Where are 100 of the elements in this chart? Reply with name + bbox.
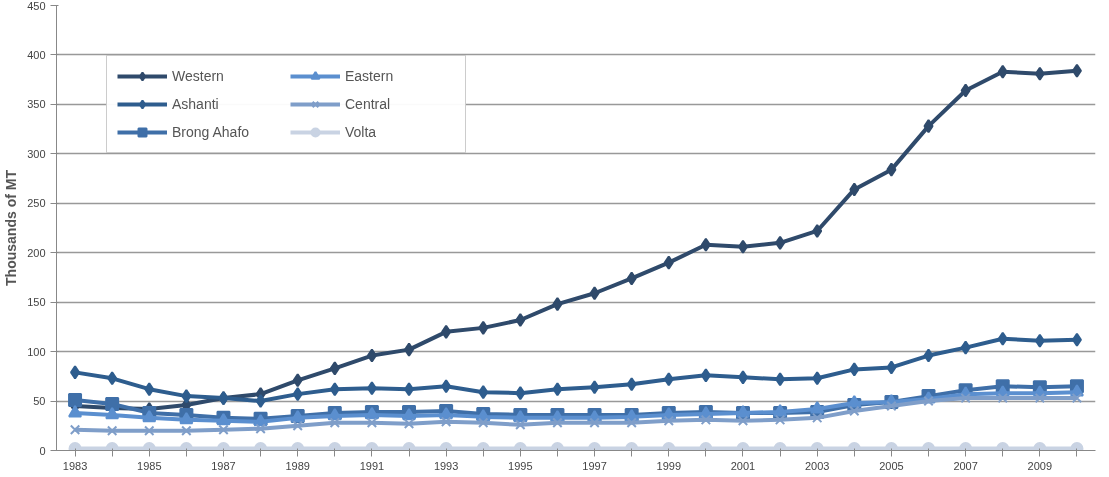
point xyxy=(329,361,340,376)
point xyxy=(886,360,897,375)
point xyxy=(329,417,341,429)
point xyxy=(1034,333,1045,348)
point xyxy=(329,382,340,397)
point xyxy=(181,425,192,436)
point xyxy=(255,394,266,409)
point xyxy=(812,223,823,238)
point xyxy=(404,382,415,397)
point xyxy=(589,286,600,301)
y-tick-label: 450 xyxy=(27,0,46,12)
point xyxy=(737,415,749,427)
y-tick-label: 300 xyxy=(27,147,46,160)
point xyxy=(997,392,1008,404)
point xyxy=(515,386,526,401)
point xyxy=(515,312,526,327)
point xyxy=(847,395,862,408)
point xyxy=(1071,332,1082,347)
x-tick-label: 2003 xyxy=(804,459,830,472)
point xyxy=(775,372,786,387)
point xyxy=(478,385,489,400)
point xyxy=(179,411,194,425)
x-tick-label: 2001 xyxy=(730,459,756,472)
y-axis-title: Thousands of MT xyxy=(3,169,20,286)
y-tick-label: 0 xyxy=(39,444,46,457)
y-tick-label: 400 xyxy=(27,48,46,61)
x-tick-label: 1993 xyxy=(433,459,459,472)
point xyxy=(69,424,81,435)
point xyxy=(68,404,83,418)
point xyxy=(404,342,415,357)
point xyxy=(478,320,489,335)
point xyxy=(960,340,971,355)
point xyxy=(923,348,934,363)
point xyxy=(441,324,452,339)
point xyxy=(886,162,897,177)
y-tick-label: 250 xyxy=(27,197,46,210)
point xyxy=(775,235,786,250)
point xyxy=(737,370,748,385)
point xyxy=(700,414,712,426)
point xyxy=(366,381,377,396)
y-tick-label: 200 xyxy=(27,246,46,259)
point xyxy=(1071,63,1082,78)
point xyxy=(886,400,897,412)
point xyxy=(142,409,157,423)
point xyxy=(403,418,415,430)
point xyxy=(626,417,637,429)
point xyxy=(626,271,637,286)
legend-label: Brong Ahafo xyxy=(172,124,251,140)
point xyxy=(663,415,675,427)
point xyxy=(1071,392,1083,404)
point xyxy=(552,417,563,429)
legend-label: Central xyxy=(345,96,392,112)
point xyxy=(70,365,81,380)
point xyxy=(366,348,377,363)
point xyxy=(477,417,489,429)
y-tick-label: 350 xyxy=(27,98,46,111)
point xyxy=(292,373,303,388)
point xyxy=(366,417,378,429)
point xyxy=(849,362,860,377)
point xyxy=(960,392,971,404)
y-tick-label: 150 xyxy=(27,296,46,309)
point xyxy=(515,419,526,431)
point xyxy=(774,414,786,426)
point xyxy=(552,297,563,312)
point xyxy=(700,368,711,383)
point xyxy=(997,331,1008,346)
point xyxy=(144,425,155,436)
x-tick-label: 2005 xyxy=(879,459,904,472)
point xyxy=(1034,66,1045,81)
point xyxy=(144,382,155,397)
point xyxy=(700,237,711,252)
point xyxy=(997,64,1008,79)
point xyxy=(107,371,118,386)
point xyxy=(626,377,637,392)
x-tick-label: 1991 xyxy=(359,459,385,472)
point xyxy=(106,425,118,436)
point xyxy=(663,372,674,387)
x-tick-label: 1995 xyxy=(508,459,533,472)
point xyxy=(663,255,674,270)
x-tick-label: 2009 xyxy=(1027,459,1053,472)
y-tick-label: 50 xyxy=(33,395,46,408)
point xyxy=(849,405,860,417)
legend-label: Eastern xyxy=(345,68,395,84)
point xyxy=(218,424,229,435)
legend-label: Western xyxy=(172,68,225,84)
x-tick-label: 1999 xyxy=(656,459,682,472)
x-tick-label: 2007 xyxy=(953,459,978,472)
x-tick-label: 1987 xyxy=(211,459,236,472)
x-tick-label: 1989 xyxy=(285,459,310,472)
point xyxy=(292,387,303,402)
point xyxy=(737,239,748,254)
legend-label: Ashanti xyxy=(172,96,220,112)
x-tick-label: 1997 xyxy=(582,459,607,472)
point xyxy=(960,83,971,98)
point xyxy=(810,401,825,414)
point xyxy=(923,395,934,407)
x-tick-label: 1985 xyxy=(137,459,162,472)
point xyxy=(552,382,563,397)
point xyxy=(292,420,303,432)
point xyxy=(105,406,120,420)
